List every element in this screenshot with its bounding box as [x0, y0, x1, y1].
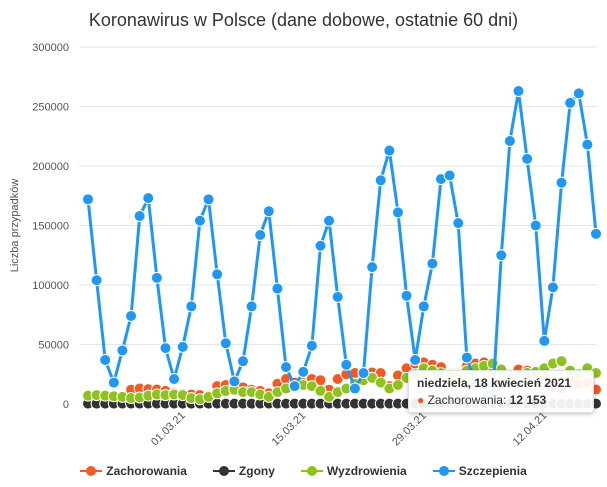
- data-point: [288, 380, 301, 393]
- x-tick-label: 29.03.21: [390, 410, 429, 449]
- data-point: [555, 355, 568, 368]
- legend-symbol-icon: [300, 466, 323, 476]
- legend-symbol-icon: [80, 466, 103, 476]
- legend-item[interactable]: Zachorowania: [80, 464, 187, 478]
- legend-label: Zgony: [238, 464, 275, 478]
- data-point: [564, 96, 577, 109]
- data-point: [219, 337, 232, 350]
- data-point: [555, 176, 568, 189]
- legend-label: Wyzdrowienia: [326, 464, 407, 478]
- data-point: [581, 138, 594, 151]
- data-point: [176, 340, 189, 353]
- legend-symbol-icon: [212, 466, 235, 476]
- series-szczepienia: [82, 85, 602, 405]
- data-point: [228, 375, 241, 388]
- data-point: [512, 85, 525, 98]
- data-point: [271, 282, 284, 295]
- data-point: [159, 342, 172, 355]
- y-tick-label: 250000: [32, 102, 69, 114]
- data-point: [305, 339, 318, 352]
- data-point: [546, 281, 559, 294]
- tooltip-dot-icon: ●: [417, 393, 425, 407]
- data-point: [280, 361, 293, 374]
- legend-symbol-icon: [432, 466, 455, 476]
- y-tick-label: 150000: [32, 221, 69, 233]
- data-point: [262, 205, 275, 218]
- x-tick-label: 12.04.21: [511, 410, 550, 449]
- data-point: [90, 274, 103, 287]
- data-point: [193, 214, 206, 227]
- data-point: [383, 144, 396, 157]
- data-point: [391, 206, 404, 219]
- data-point: [391, 378, 404, 391]
- tooltip-label: Zachorowania:: [427, 393, 510, 407]
- data-point: [348, 382, 361, 395]
- legend-label: Szczepienia: [458, 464, 527, 478]
- data-point: [340, 358, 353, 371]
- y-axis-title: Liczba przypadków: [9, 179, 21, 273]
- y-tick-label: 0: [63, 399, 69, 411]
- data-point: [99, 353, 112, 366]
- data-point: [82, 193, 94, 206]
- data-point: [142, 192, 155, 205]
- data-point: [297, 365, 310, 378]
- data-point: [460, 351, 473, 364]
- data-point: [150, 271, 163, 284]
- data-point: [125, 309, 138, 322]
- data-point: [417, 300, 430, 313]
- y-tick-label: 100000: [32, 280, 69, 292]
- data-point: [452, 217, 465, 230]
- data-point: [503, 135, 516, 148]
- data-point: [133, 209, 146, 222]
- y-tick-label: 200000: [32, 161, 69, 173]
- data-point: [374, 376, 387, 389]
- data-point: [254, 229, 267, 242]
- legend-label: Zachorowania: [106, 464, 187, 478]
- tooltip-date: niedziela, 18 kwiecień 2021: [417, 376, 572, 390]
- data-point: [323, 214, 336, 227]
- tooltip-value: 12 153: [509, 393, 547, 407]
- data-point: [236, 355, 249, 368]
- data-point: [116, 344, 129, 357]
- data-point: [409, 353, 422, 366]
- data-point: [572, 87, 585, 100]
- data-point: [211, 268, 224, 281]
- data-point: [185, 300, 198, 313]
- data-point: [168, 373, 181, 386]
- data-point: [400, 289, 413, 302]
- tooltip-row: ● Zachorowania: 12 153: [417, 393, 585, 407]
- data-point: [331, 290, 344, 303]
- data-point: [521, 152, 534, 165]
- data-point: [357, 367, 370, 380]
- chart-title: Koronawirus w Polsce (dane dobowe, ostat…: [88, 10, 519, 30]
- data-point: [426, 257, 439, 270]
- legend-item[interactable]: Zgony: [212, 464, 275, 478]
- data-point: [495, 249, 508, 262]
- data-point: [538, 334, 551, 347]
- data-point: [314, 239, 327, 252]
- legend: Zachorowania Zgony Wyzdrowienia Szczepienia: [0, 464, 607, 478]
- data-point: [374, 174, 387, 187]
- data-point: [314, 384, 327, 397]
- legend-item[interactable]: Wyzdrowienia: [300, 464, 407, 478]
- y-tick-label: 50000: [38, 340, 69, 352]
- x-tick-label: 01.03.21: [149, 410, 188, 449]
- data-point: [366, 261, 379, 274]
- tooltip: niedziela, 18 kwiecień 2021 ● Zachorowan…: [408, 370, 594, 413]
- data-point: [529, 219, 542, 232]
- data-point: [245, 300, 258, 313]
- data-point: [590, 227, 602, 240]
- data-point: [107, 376, 120, 389]
- legend-item[interactable]: Szczepienia: [432, 464, 527, 478]
- data-point: [202, 193, 215, 206]
- x-tick-label: 15.03.21: [270, 410, 309, 449]
- data-point: [443, 169, 456, 182]
- y-tick-label: 300000: [32, 42, 69, 54]
